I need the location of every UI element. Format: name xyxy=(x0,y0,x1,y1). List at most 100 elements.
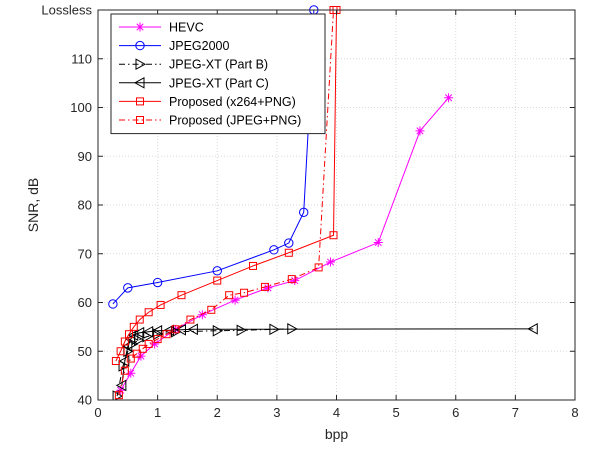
data-point xyxy=(116,347,125,356)
data-point xyxy=(240,288,249,297)
data-point xyxy=(136,116,144,124)
data-point xyxy=(299,207,309,218)
series-6 xyxy=(114,6,338,400)
series-line xyxy=(115,9,337,362)
data-point xyxy=(207,305,216,314)
data-point xyxy=(290,276,300,286)
series-1 xyxy=(116,93,454,395)
x-tick-label: 2 xyxy=(214,405,221,420)
legend-item: JPEG2000 xyxy=(119,39,230,53)
legend: HEVC JPEG2000 JPEG-XT (Part B) JPEG-XT (Par… xyxy=(110,13,326,135)
data-point xyxy=(121,340,133,353)
x-tick-label: 0 xyxy=(94,405,101,420)
legend-box xyxy=(110,13,326,135)
data-point xyxy=(153,335,162,344)
data-point xyxy=(111,357,120,365)
legend-label: Proposed (JPEG+PNG) xyxy=(169,114,301,128)
data-point xyxy=(127,329,139,342)
x-tick-label: 7 xyxy=(512,405,519,420)
data-point xyxy=(326,257,336,267)
series-4 xyxy=(115,322,538,392)
data-point xyxy=(373,238,383,248)
legend-label: HEVC xyxy=(169,21,204,35)
data-point xyxy=(212,324,224,337)
data-point xyxy=(260,282,269,291)
data-point xyxy=(444,93,454,103)
data-point xyxy=(151,324,163,337)
data-point xyxy=(150,339,160,349)
data-point xyxy=(162,330,171,339)
x-tick-label: 8 xyxy=(571,405,578,420)
data-point xyxy=(152,277,163,288)
x-tick-label: 1 xyxy=(154,405,161,420)
legend-label: JPEG2000 xyxy=(169,39,230,53)
y-tick-label: 60 xyxy=(78,295,92,310)
data-point xyxy=(144,339,153,348)
y-tick-label: 100 xyxy=(70,100,92,115)
data-point xyxy=(225,291,234,300)
y-tick-label: 70 xyxy=(78,246,92,261)
data-point xyxy=(125,330,134,339)
legend-label: JPEG-XT (Part C) xyxy=(169,76,269,90)
y-tick-label: 40 xyxy=(78,393,92,408)
data-point xyxy=(527,322,538,335)
data-point xyxy=(249,261,258,270)
data-point xyxy=(144,308,153,317)
data-point xyxy=(133,76,145,89)
data-point xyxy=(314,263,323,272)
data-point xyxy=(120,337,129,346)
data-point xyxy=(120,366,129,375)
legend-item: JPEG-XT (Part C) xyxy=(119,76,269,90)
ticks xyxy=(97,9,576,401)
data-point xyxy=(123,283,133,293)
x-tick-label: 6 xyxy=(452,405,459,420)
grid xyxy=(98,10,575,400)
data-point xyxy=(114,391,123,400)
x-tick-label: 5 xyxy=(393,405,400,420)
data-point xyxy=(126,368,136,378)
data-point xyxy=(213,276,222,285)
legend-item: JPEG-XT (Part B) xyxy=(119,58,268,72)
data-point xyxy=(156,300,165,309)
y-tick-label: 110 xyxy=(71,51,92,66)
legend-item: Proposed (x264+PNG) xyxy=(119,95,296,109)
data-point xyxy=(171,325,180,334)
data-point xyxy=(132,349,141,358)
data-point xyxy=(135,58,147,71)
data-point xyxy=(212,266,222,276)
data-point xyxy=(329,231,338,240)
data-point xyxy=(116,385,126,395)
data-point xyxy=(153,328,164,341)
data-point xyxy=(135,315,144,324)
y-tick-labels: 40 50 60 70 80 90 100 110 Lossless xyxy=(41,3,92,408)
data-point xyxy=(284,238,294,248)
data-point xyxy=(269,245,279,255)
data-point xyxy=(230,295,240,305)
data-point xyxy=(136,97,144,106)
data-point xyxy=(136,351,146,361)
data-point xyxy=(287,275,296,284)
legend-item: Proposed (JPEG+PNG) xyxy=(119,114,301,128)
data-point xyxy=(135,22,145,32)
x-tick-label: 3 xyxy=(273,405,280,420)
y-tick-label: 90 xyxy=(78,149,92,164)
data-point xyxy=(118,355,130,367)
data-point xyxy=(142,325,154,338)
data-point xyxy=(263,283,273,293)
data-point xyxy=(115,379,127,392)
data-point xyxy=(197,310,207,320)
data-point xyxy=(284,248,293,257)
data-point xyxy=(138,344,147,353)
data-point xyxy=(186,315,195,324)
data-point xyxy=(135,40,145,51)
x-tick-labels: 0 1 2 3 4 5 6 7 8 xyxy=(94,405,578,420)
y-tick-label: Lossless xyxy=(41,3,92,18)
legend-label: JPEG-XT (Part B) xyxy=(169,58,268,72)
series-group xyxy=(108,5,538,400)
data-point xyxy=(175,323,186,336)
x-axis-title: bpp xyxy=(325,426,349,442)
data-point xyxy=(236,324,248,337)
data-point xyxy=(133,326,145,339)
